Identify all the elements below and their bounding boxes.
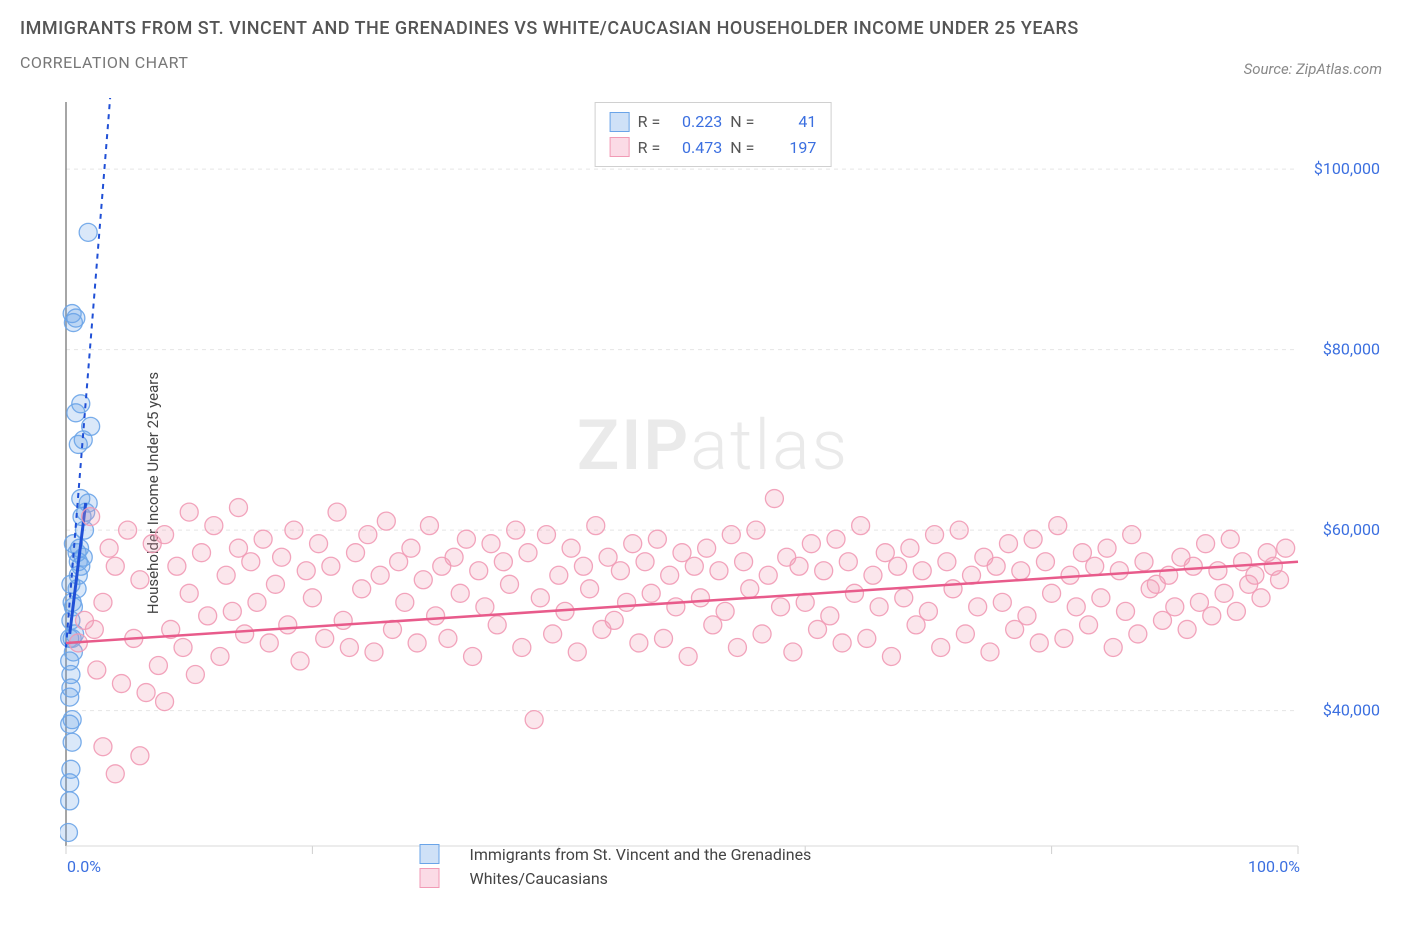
legend-n-label2: N = — [730, 135, 754, 161]
svg-text:100.0%: 100.0% — [1248, 857, 1300, 876]
swatch-whites-b — [420, 868, 440, 888]
legend-label-immigrants: Immigrants from St. Vincent and the Gren… — [470, 845, 812, 864]
svg-text:$100,000: $100,000 — [1314, 159, 1380, 178]
source-attribution: Source: ZipAtlas.com — [1244, 60, 1382, 78]
legend-r-label: R = — [638, 109, 661, 135]
legend-row-immigrants: R = 0.223 N = 41 — [610, 109, 817, 135]
legend-n-label: N = — [730, 109, 754, 135]
legend-label-whites: Whites/Caucasians — [470, 869, 608, 888]
legend-row-whites: R = 0.473 N = 197 — [610, 135, 817, 161]
legend-r-label2: R = — [638, 135, 661, 161]
legend-item-whites: Whites/Caucasians — [398, 868, 630, 888]
legend-n-immigrants: 41 — [762, 109, 816, 135]
correlation-chart-page: Immigrants from St. Vincent and the Gren… — [0, 0, 1406, 930]
svg-text:$40,000: $40,000 — [1323, 701, 1380, 720]
swatch-immigrants — [610, 112, 630, 132]
legend-stats-box: R = 0.223 N = 41 R = 0.473 N = 197 — [595, 102, 832, 167]
swatch-whites — [610, 137, 630, 157]
svg-text:0.0%: 0.0% — [67, 857, 101, 876]
legend-n-whites: 197 — [762, 135, 816, 161]
legend-series: Immigrants from St. Vincent and the Gren… — [376, 844, 1051, 892]
swatch-immigrants-b — [420, 844, 440, 864]
chart-subtitle: Correlation Chart — [20, 53, 1079, 72]
chart-title: Immigrants from St. Vincent and the Gren… — [20, 18, 1079, 39]
legend-r-immigrants: 0.223 — [668, 109, 722, 135]
legend-item-immigrants: Immigrants from St. Vincent and the Gren… — [398, 844, 834, 864]
chart-svg: $40,000 $60,000 $80,000 $100,000 0.0% 100.0% — [60, 98, 1388, 888]
titles-block: Immigrants from St. Vincent and the Gren… — [20, 18, 1079, 72]
plot-area: Householder Income Under 25 years ZIPatl… — [38, 98, 1388, 888]
svg-text:$60,000: $60,000 — [1323, 520, 1380, 539]
legend-r-whites: 0.473 — [668, 135, 722, 161]
svg-text:$80,000: $80,000 — [1323, 340, 1380, 359]
